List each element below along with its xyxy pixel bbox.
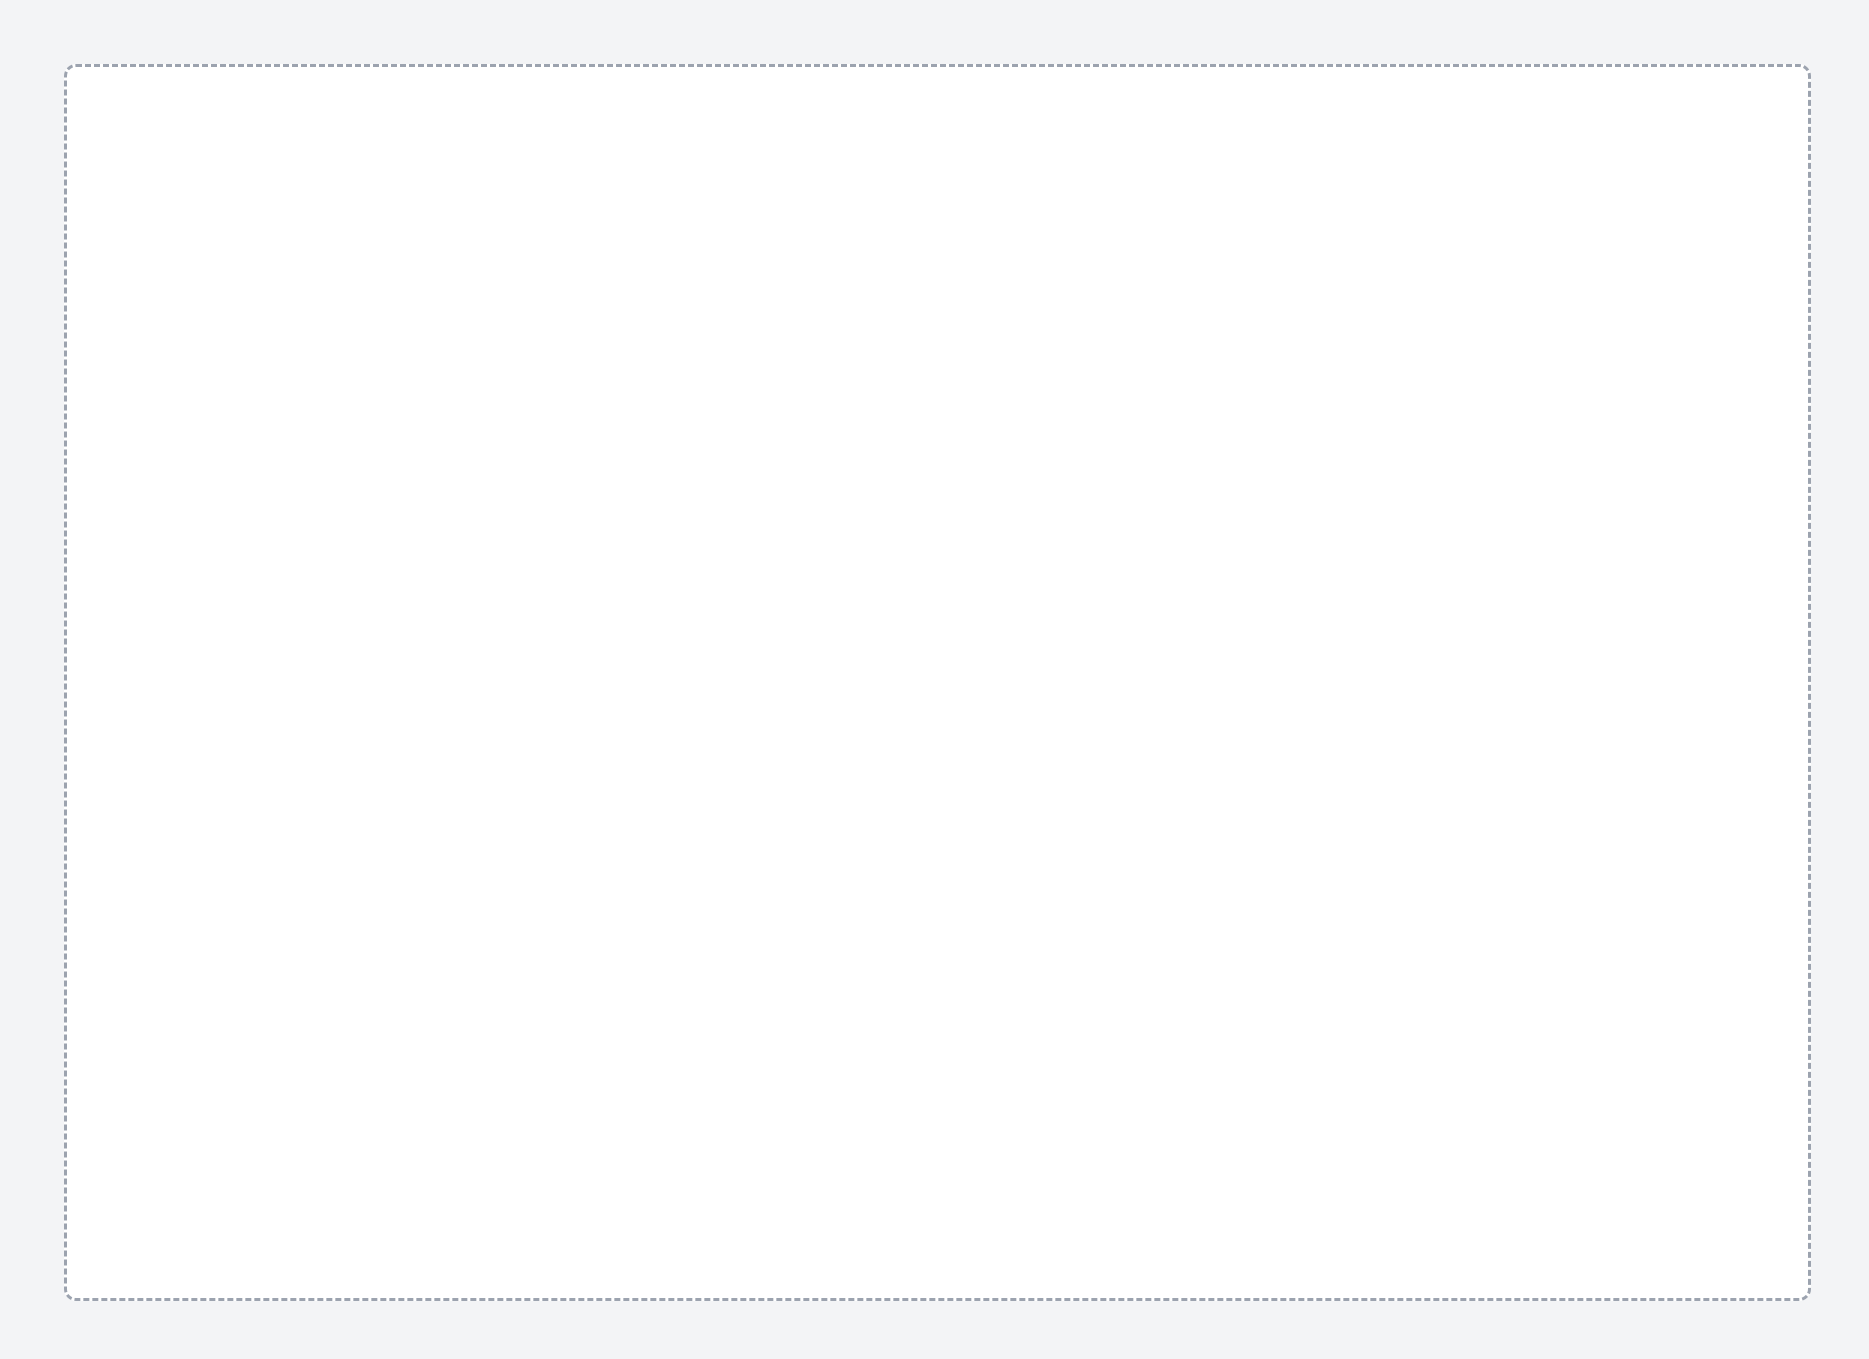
placeholder-panel <box>64 64 1811 1301</box>
